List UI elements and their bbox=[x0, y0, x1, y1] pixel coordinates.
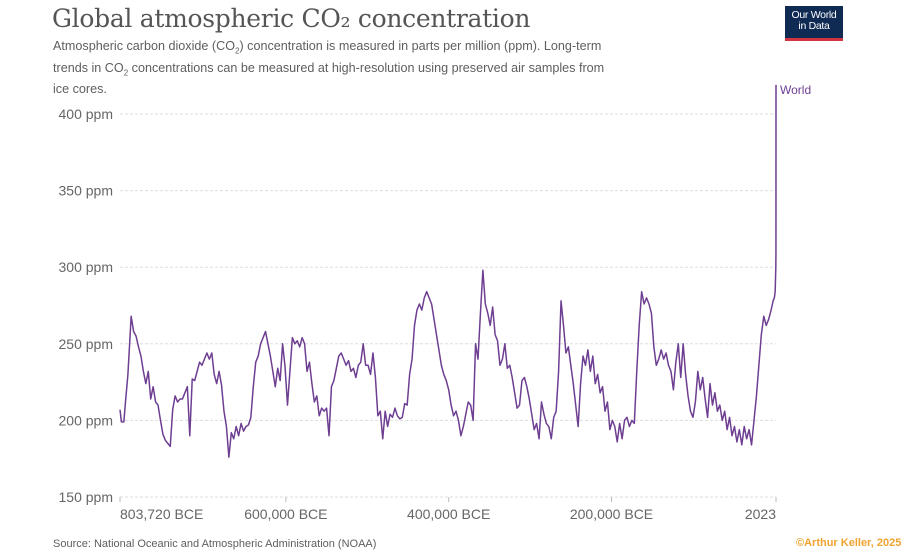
chart-subtitle: Atmospheric carbon dioxide (CO2) concent… bbox=[53, 38, 613, 97]
y-tick-label: 300 ppm bbox=[59, 259, 113, 275]
x-tick-label: 600,000 BCE bbox=[244, 506, 327, 522]
owid-logo[interactable]: Our World in Data bbox=[785, 6, 843, 41]
subtitle-sub-1: 2 bbox=[235, 46, 240, 56]
logo-line-1: Our World bbox=[791, 9, 837, 21]
x-tick-label: 803,720 BCE bbox=[120, 506, 203, 522]
y-tick-label: 350 ppm bbox=[59, 183, 113, 199]
x-tick-label: 400,000 BCE bbox=[407, 506, 490, 522]
y-tick-label: 200 ppm bbox=[59, 412, 113, 428]
author-credit: ©Arthur Keller, 2025 bbox=[796, 537, 902, 549]
source-note: Source: National Oceanic and Atmospheric… bbox=[53, 538, 377, 550]
gridlines bbox=[120, 113, 776, 498]
series-group: World bbox=[119, 83, 811, 458]
subtitle-part-3: concentrations can be measured at high-r… bbox=[53, 60, 605, 97]
y-tick-label: 400 ppm bbox=[59, 106, 113, 122]
y-axis: 150 ppm 200 ppm 250 ppm 300 ppm 350 ppm 400 p… bbox=[59, 106, 113, 505]
x-tick-label: 2023 bbox=[745, 506, 776, 522]
series-label: World bbox=[780, 83, 811, 97]
subtitle-part-1: Atmospheric carbon dioxide (CO bbox=[53, 39, 235, 53]
series-line-world[interactable] bbox=[119, 84, 777, 458]
logo-line-2: in Data bbox=[798, 20, 830, 32]
x-axis: 803,720 BCE 600,000 BCE 400,000 BCE 200,000… bbox=[119, 497, 777, 522]
y-tick-label: 250 ppm bbox=[59, 336, 113, 352]
y-tick-label: 150 ppm bbox=[59, 489, 113, 505]
x-tick-label: 200,000 BCE bbox=[570, 506, 653, 522]
subtitle-part-2: ) concentration is measured in parts per… bbox=[53, 39, 602, 75]
chart-title: Global atmospheric CO₂ concentration bbox=[52, 4, 531, 33]
subtitle-sub-2: 2 bbox=[123, 68, 129, 78]
